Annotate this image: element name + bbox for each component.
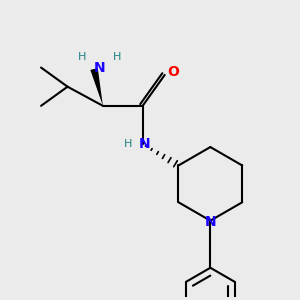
Text: N: N xyxy=(138,137,150,151)
Polygon shape xyxy=(90,68,103,106)
Text: O: O xyxy=(167,65,179,79)
Text: H: H xyxy=(77,52,86,62)
Text: N: N xyxy=(94,61,105,75)
Text: N: N xyxy=(205,215,216,229)
Text: H: H xyxy=(113,52,121,62)
Text: H: H xyxy=(124,139,132,149)
